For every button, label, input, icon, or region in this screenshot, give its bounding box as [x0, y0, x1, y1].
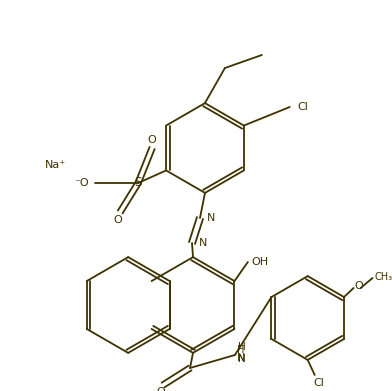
Text: H: H: [237, 345, 245, 355]
Text: O: O: [157, 387, 165, 391]
Text: Cl: Cl: [313, 378, 324, 388]
Text: Cl: Cl: [297, 102, 308, 112]
Text: O: O: [354, 281, 363, 291]
Text: Na⁺: Na⁺: [45, 160, 66, 170]
Text: S: S: [134, 176, 142, 190]
Text: N: N: [207, 213, 215, 223]
Text: N: N: [199, 238, 207, 248]
Text: N: N: [237, 353, 245, 363]
Text: OH: OH: [251, 257, 268, 267]
Text: O: O: [114, 215, 123, 225]
Text: O: O: [148, 135, 156, 145]
Text: H
N: H N: [238, 342, 246, 364]
Text: ⁻O: ⁻O: [74, 178, 89, 188]
Text: CH₃: CH₃: [374, 272, 392, 282]
